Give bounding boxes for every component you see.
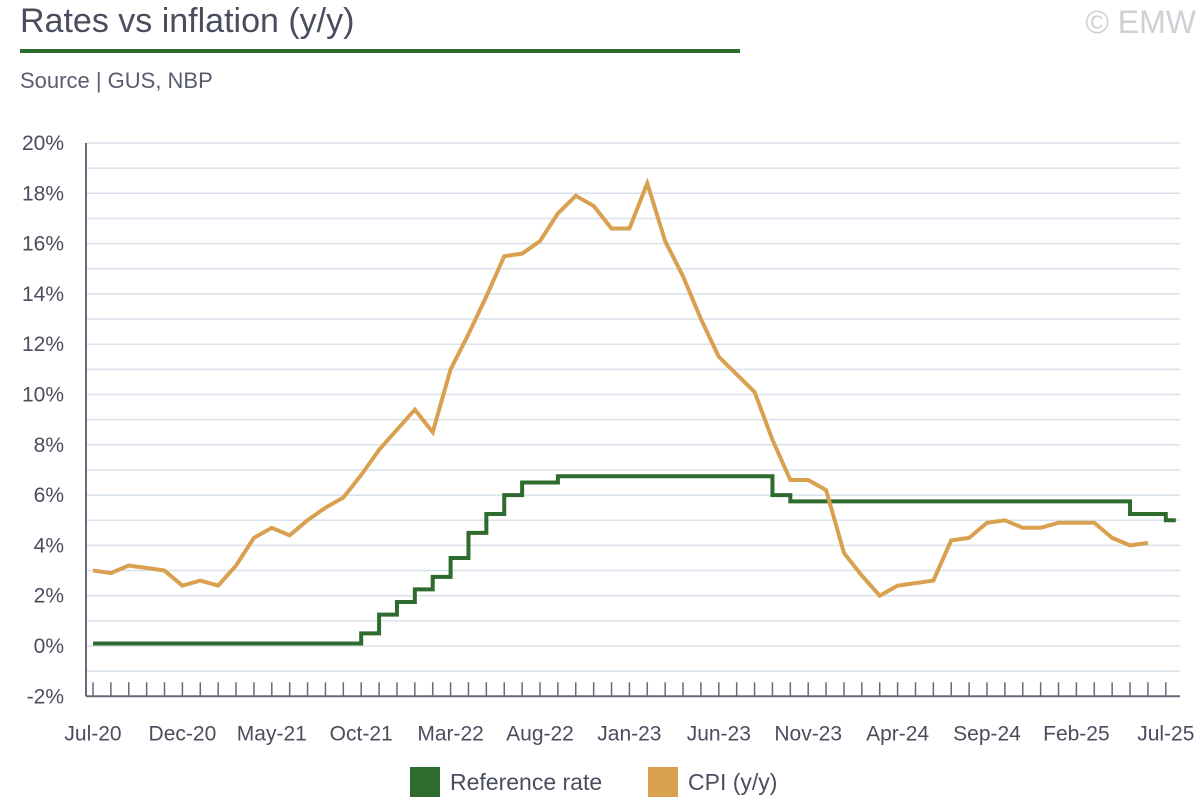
y-tick-label: 16% [22, 233, 64, 256]
x-tick-label: Jul-20 [64, 722, 121, 745]
y-tick-label: 10% [22, 384, 64, 407]
axes [85, 143, 1180, 698]
grid-lines [86, 142, 1180, 672]
legend-swatch-reference-rate [410, 767, 440, 797]
y-tick-label: 12% [22, 333, 64, 356]
legend-label-reference-rate: Reference rate [450, 768, 603, 795]
x-tick-label: Nov-23 [774, 722, 842, 745]
y-tick-label: 2% [34, 585, 64, 608]
series-lines [92, 177, 1176, 646]
x-tick-label: Jun-23 [687, 722, 751, 745]
y-tick-label: 14% [22, 283, 64, 306]
line-chart: -2% 0% 2% 4% 6% 8% 10% 12% 14% 16% 18% 20% Jul-20 De… [22, 132, 1194, 745]
y-tick-label: 20% [22, 132, 64, 155]
source-note: Source | GUS, NBP [20, 68, 213, 93]
chart-legend: Reference rate CPI (y/y) [0, 765, 1200, 799]
series-reference-rate-line [93, 474, 1176, 646]
legend-swatch-cpi [648, 767, 678, 797]
y-tick-label: -2% [27, 685, 64, 708]
legend-label-cpi: CPI (y/y) [688, 768, 778, 795]
chart-title: Rates vs inflation (y/y) [20, 2, 355, 40]
y-tick-labels: -2% 0% 2% 4% 6% 8% 10% 12% 14% 16% 18% 20% [22, 132, 64, 708]
y-tick-label: 0% [34, 635, 64, 658]
x-tick-label: Oct-21 [330, 722, 393, 745]
x-tick-label: Mar-22 [417, 722, 484, 745]
legend-item-cpi: CPI (y/y) [648, 765, 777, 799]
x-tick-label: Feb-25 [1043, 722, 1110, 745]
legend-item-reference-rate: Reference rate [410, 765, 602, 799]
series-cpi-line [92, 177, 1149, 599]
copyright-watermark: © EMW [1085, 4, 1196, 40]
y-tick-label: 6% [34, 484, 64, 507]
x-tick-label: Aug-22 [506, 722, 574, 745]
y-tick-label: 8% [34, 434, 64, 457]
y-tick-label: 18% [22, 182, 64, 205]
x-tick-labels: Jul-20 Dec-20 May-21 Oct-21 Mar-22 Aug-22 Jan-… [64, 722, 1194, 745]
x-tick-label: Apr-24 [866, 722, 929, 745]
x-tick-label: May-21 [237, 722, 307, 745]
title-underline [20, 49, 740, 53]
x-tick-label: Dec-20 [149, 722, 217, 745]
x-tick-label: Sep-24 [953, 722, 1021, 745]
x-tick-label: Jul-25 [1137, 722, 1194, 745]
y-tick-label: 4% [34, 534, 64, 557]
x-tick-label: Jan-23 [597, 722, 661, 745]
